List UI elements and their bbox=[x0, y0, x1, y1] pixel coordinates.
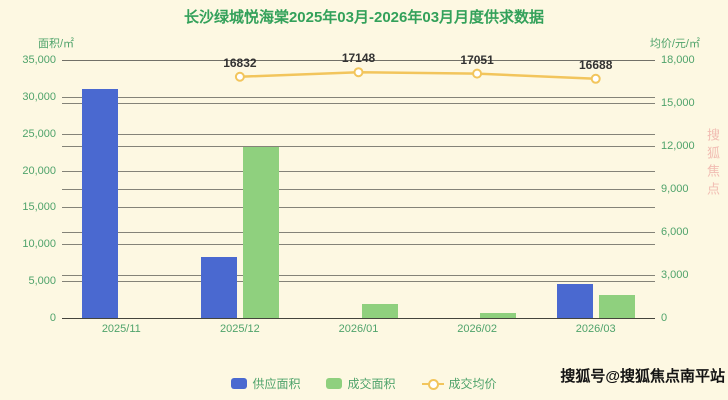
legend-line-marker-icon bbox=[421, 378, 444, 390]
legend-item-supply-area[interactable]: 供应面积 bbox=[231, 375, 300, 392]
legend-bar-swatch-icon bbox=[326, 378, 343, 389]
supply-area-bar-2025/11 bbox=[82, 88, 119, 318]
deal-area-bar-2026/02 bbox=[480, 312, 517, 318]
price-point-label: 16832 bbox=[223, 55, 257, 70]
plot-area: 16832 17148 17051 16688 bbox=[62, 51, 655, 319]
right-axis-name: 均价/元/㎡ bbox=[649, 38, 700, 50]
legend-label: 成交均价 bbox=[448, 377, 497, 391]
gridline bbox=[62, 244, 655, 246]
chart-title: 长沙绿城悦海棠2025年03月-2026年03月月度供求数据 bbox=[183, 9, 545, 26]
gridline bbox=[62, 281, 655, 283]
gridline bbox=[62, 146, 655, 147]
deal-area-bar-2026/01 bbox=[361, 304, 398, 318]
left-axis-name: 面积/㎡ bbox=[38, 38, 75, 50]
legend-item-avg-price[interactable]: 成交均价 bbox=[421, 375, 497, 392]
gridline bbox=[62, 189, 655, 190]
gridline bbox=[62, 96, 655, 98]
x-axis-label: 2026/01 bbox=[338, 323, 379, 335]
deal-area-bar-2025/12 bbox=[242, 146, 279, 318]
gridline bbox=[62, 103, 655, 104]
gridline bbox=[62, 60, 655, 61]
gridline bbox=[62, 232, 655, 233]
x-axis-label: 2025/11 bbox=[101, 323, 141, 335]
legend-label: 成交面积 bbox=[347, 377, 396, 391]
left-axis-tick: 20,000 bbox=[22, 164, 56, 177]
left-axis-tick: 10,000 bbox=[22, 238, 56, 251]
legend-ring-icon bbox=[427, 378, 439, 390]
left-axis-tick: 5,000 bbox=[28, 275, 56, 288]
legend-label: 供应面积 bbox=[252, 377, 301, 391]
right-axis-tick: 6,000 bbox=[661, 226, 689, 238]
gridline bbox=[62, 133, 655, 135]
gridline bbox=[62, 275, 655, 276]
legend-bar-swatch-icon bbox=[231, 378, 248, 389]
price-point-label: 17148 bbox=[341, 51, 376, 66]
left-axis-tick: 35,000 bbox=[22, 54, 56, 66]
gridline bbox=[62, 207, 655, 209]
supply-area-bar-2026/03 bbox=[556, 284, 593, 318]
credit-text: 搜狐号@搜狐焦点南平站 bbox=[560, 368, 725, 385]
x-axis-label: 2025/12 bbox=[220, 323, 260, 335]
left-axis-tick: 25,000 bbox=[22, 127, 56, 140]
price-point-label: 16688 bbox=[579, 57, 613, 72]
right-axis-tick: 3,000 bbox=[661, 269, 689, 281]
right-axis-tick: 9,000 bbox=[661, 183, 689, 195]
left-axis-tick: 0 bbox=[49, 312, 56, 324]
right-axis-tick: 12,000 bbox=[661, 140, 695, 152]
gridline bbox=[62, 170, 655, 172]
left-axis-tick: 30,000 bbox=[22, 90, 56, 103]
x-axis-label: 2026/02 bbox=[457, 323, 497, 335]
deal-area-bar-2026/03 bbox=[598, 295, 635, 318]
watermark-text: 搜狐焦点 bbox=[705, 128, 720, 200]
left-axis-tick: 15,000 bbox=[22, 201, 56, 214]
price-point-label: 17051 bbox=[460, 52, 494, 67]
avg-price-line bbox=[234, 67, 601, 84]
right-axis-tick: 15,000 bbox=[661, 97, 695, 109]
legend-item-deal-area[interactable]: 成交面积 bbox=[326, 375, 396, 392]
right-axis-tick: 18,000 bbox=[661, 54, 695, 66]
legend: 供应面积 成交面积 成交均价 bbox=[0, 375, 728, 392]
x-axis-label: 2026/03 bbox=[575, 323, 616, 335]
supply-area-bar-2025/12 bbox=[200, 256, 237, 318]
right-axis-tick: 0 bbox=[661, 312, 668, 324]
